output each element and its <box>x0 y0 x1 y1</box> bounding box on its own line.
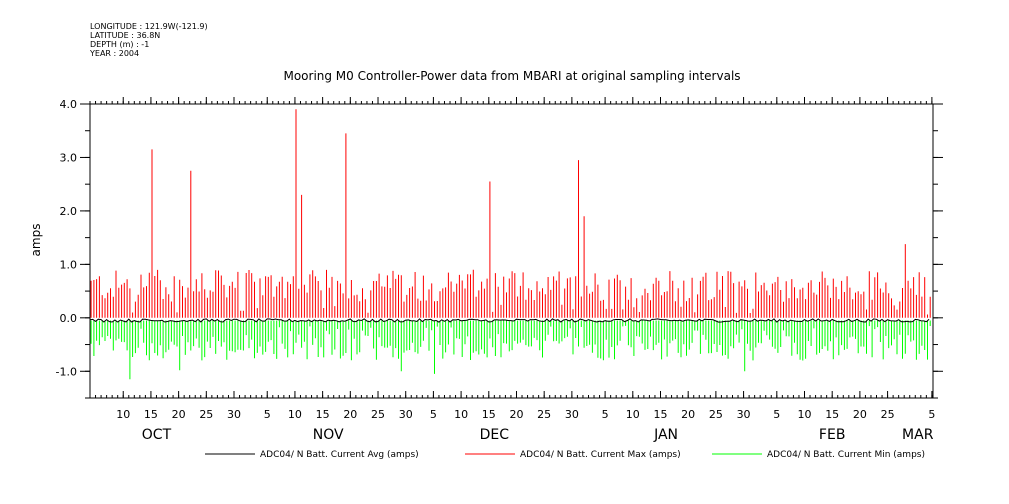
x-tick-label: 10 <box>454 408 468 421</box>
x-tick-label: 10 <box>288 408 302 421</box>
x-tick-label: 25 <box>199 408 213 421</box>
x-month-label: FEB <box>819 427 846 443</box>
x-tick-label: 20 <box>343 408 357 421</box>
x-tick-label: 10 <box>116 408 130 421</box>
y-tick-label: 4.0 <box>60 98 78 111</box>
chart-title: Mooring M0 Controller-Power data from MB… <box>283 69 740 83</box>
x-month-label: MAR <box>902 427 934 443</box>
axis-layer: -1.0 0.0 1.0 2.0 3.0 4.0 10 15 20 25 30 5 10 15 20 25 30… <box>56 97 943 443</box>
x-tick-label: 15 <box>653 408 667 421</box>
x-tick-label: 25 <box>371 408 385 421</box>
series-max-line <box>90 109 931 318</box>
y-tick-label: 2.0 <box>60 205 78 218</box>
series-layer <box>89 109 931 380</box>
x-tick-label: 20 <box>509 408 523 421</box>
x-tick-label: 30 <box>227 408 241 421</box>
longitude-label: LONGITUDE : 121.9W(-121.9) <box>90 22 208 31</box>
depth-label: DEPTH (m) : -1 <box>90 40 150 49</box>
x-tick-label: 20 <box>172 408 186 421</box>
x-tick-label: 15 <box>825 408 839 421</box>
x-tick-label: 10 <box>626 408 640 421</box>
y-tick-label: 1.0 <box>60 258 78 271</box>
year-label: YEAR : 2004 <box>90 49 140 58</box>
y-tick-label: -1.0 <box>56 365 77 378</box>
x-month-label: NOV <box>313 427 344 443</box>
x-tick-label: 15 <box>144 408 158 421</box>
x-month-label: JAN <box>653 427 678 443</box>
x-tick-label: 20 <box>681 408 695 421</box>
x-tick-label: 5 <box>928 408 935 421</box>
x-tick-label: 15 <box>316 408 330 421</box>
x-tick-label: 25 <box>881 408 895 421</box>
x-tick-label: 5 <box>430 408 437 421</box>
x-tick-label: 25 <box>709 408 723 421</box>
series-min-line <box>90 320 931 380</box>
x-tick-label: 20 <box>853 408 867 421</box>
x-tick-label: 30 <box>565 408 579 421</box>
legend-label: ADC04/ N Batt. Current Min (amps) <box>767 450 925 460</box>
x-month-label: OCT <box>142 427 172 443</box>
series-avg-line <box>89 318 930 323</box>
latitude-label: LATITUDE : 36.8N <box>90 31 161 40</box>
x-tick-label: 5 <box>602 408 609 421</box>
x-tick-label: 30 <box>737 408 751 421</box>
y-tick-label: 3.0 <box>60 151 78 164</box>
x-tick-label: 5 <box>773 408 780 421</box>
x-tick-label: 30 <box>399 408 413 421</box>
legend: ADC04/ N Batt. Current Avg (amps) ADC04/ … <box>205 450 925 460</box>
legend-label: ADC04/ N Batt. Current Avg (amps) <box>260 450 419 460</box>
x-tick-label: 15 <box>482 408 496 421</box>
x-tick-label: 25 <box>537 408 551 421</box>
metadata-block: LONGITUDE : 121.9W(-121.9) LATITUDE : 36… <box>90 22 208 58</box>
x-tick-label: 5 <box>264 408 271 421</box>
legend-label: ADC04/ N Batt. Current Max (amps) <box>520 450 681 460</box>
x-month-label: DEC <box>480 427 510 443</box>
x-tick-label: 10 <box>798 408 812 421</box>
y-axis-label: amps <box>29 224 43 257</box>
y-tick-label: 0.0 <box>60 312 78 325</box>
plot-frame <box>89 103 934 399</box>
